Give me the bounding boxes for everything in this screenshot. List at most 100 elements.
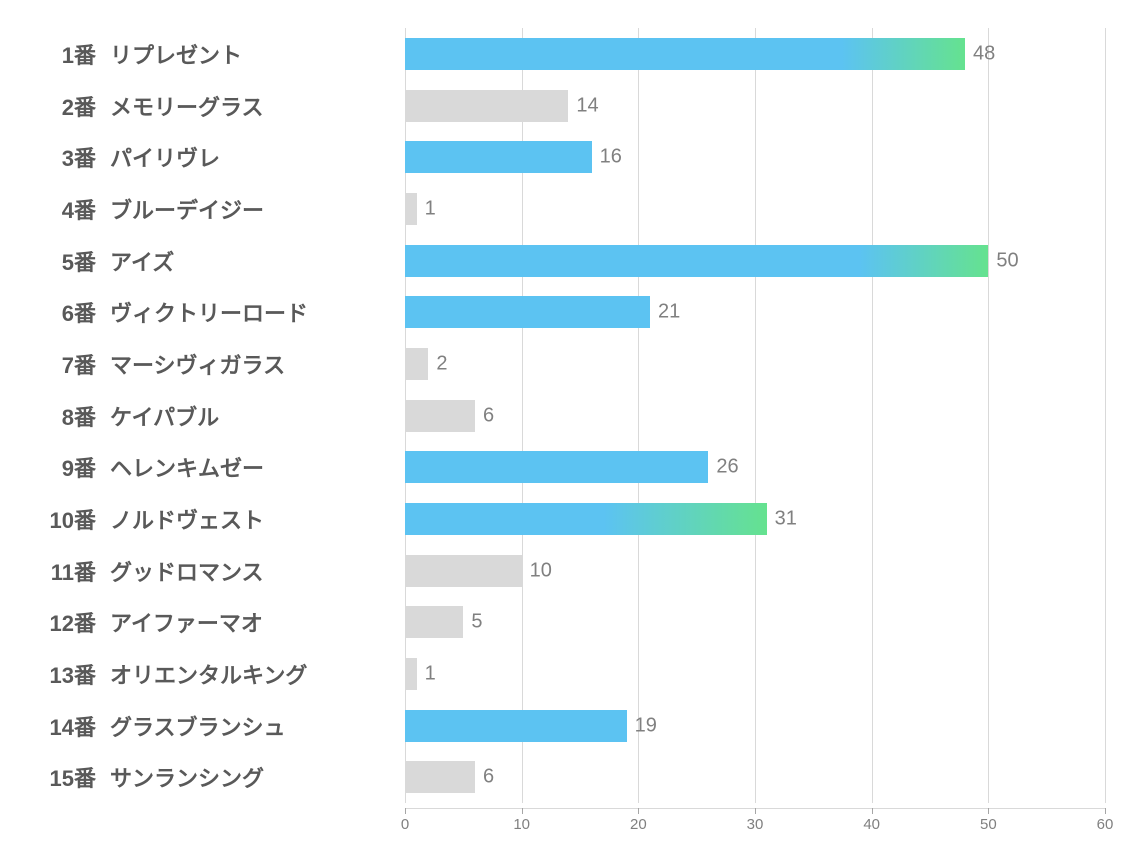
bar-value-label: 48 bbox=[973, 42, 995, 65]
row-label: 2番メモリーグラス bbox=[40, 90, 385, 122]
bar-wrap: 14 bbox=[405, 80, 1105, 132]
row-label: 15番サンランシング bbox=[40, 761, 385, 793]
bar: 21 bbox=[405, 296, 650, 328]
bar-value-label: 10 bbox=[530, 559, 552, 582]
chart-row: 11番グッドロマンス 10 bbox=[0, 545, 1134, 597]
row-name: ケイパブル bbox=[110, 400, 385, 432]
x-axis: 0102030405060 bbox=[405, 808, 1105, 838]
row-name: オリエンタルキング bbox=[110, 658, 385, 690]
row-number: 4番 bbox=[40, 193, 110, 225]
x-tick bbox=[638, 808, 639, 814]
bar: 48 bbox=[405, 38, 965, 70]
bar-wrap: 31 bbox=[405, 493, 1105, 545]
chart-row: 10番ノルドヴェスト 31 bbox=[0, 493, 1134, 545]
row-name: ノルドヴェスト bbox=[110, 503, 385, 535]
bar-wrap: 50 bbox=[405, 235, 1105, 287]
row-number: 7番 bbox=[40, 348, 110, 380]
bar: 50 bbox=[405, 245, 988, 277]
bar-value-label: 31 bbox=[775, 507, 797, 530]
bar-value-label: 6 bbox=[483, 766, 494, 789]
row-label: 11番グッドロマンス bbox=[40, 555, 385, 587]
chart-row: 7番マーシヴィガラス 2 bbox=[0, 338, 1134, 390]
row-label: 9番ヘレンキムゼー bbox=[40, 451, 385, 483]
row-number: 3番 bbox=[40, 141, 110, 173]
row-label: 6番ヴィクトリーロード bbox=[40, 296, 385, 328]
row-label: 14番グラスブランシュ bbox=[40, 710, 385, 742]
bar-value-label: 21 bbox=[658, 301, 680, 324]
x-tick-label: 50 bbox=[980, 816, 997, 833]
row-number: 10番 bbox=[40, 503, 110, 535]
row-number: 2番 bbox=[40, 90, 110, 122]
bar: 2 bbox=[405, 348, 428, 380]
x-tick bbox=[522, 808, 523, 814]
bar-wrap: 26 bbox=[405, 441, 1105, 493]
bar-wrap: 1 bbox=[405, 648, 1105, 700]
bar: 14 bbox=[405, 90, 568, 122]
bar: 10 bbox=[405, 555, 522, 587]
x-tick-label: 20 bbox=[630, 816, 647, 833]
bar-value-label: 6 bbox=[483, 404, 494, 427]
x-tick bbox=[755, 808, 756, 814]
row-name: グラスブランシュ bbox=[110, 710, 385, 742]
x-tick-label: 60 bbox=[1097, 816, 1114, 833]
bar-value-label: 2 bbox=[436, 352, 447, 375]
row-name: メモリーグラス bbox=[110, 90, 385, 122]
row-name: マーシヴィガラス bbox=[110, 348, 385, 380]
bar-value-label: 26 bbox=[716, 456, 738, 479]
row-label: 13番オリエンタルキング bbox=[40, 658, 385, 690]
bar: 1 bbox=[405, 193, 417, 225]
row-name: サンランシング bbox=[110, 761, 385, 793]
row-name: パイリヴレ bbox=[110, 141, 385, 173]
row-name: アイファーマオ bbox=[110, 606, 385, 638]
chart-row: 8番ケイパブル 6 bbox=[0, 390, 1134, 442]
bar: 1 bbox=[405, 658, 417, 690]
row-name: ブルーデイジー bbox=[110, 193, 385, 225]
chart-row: 13番オリエンタルキング 1 bbox=[0, 648, 1134, 700]
row-name: リプレゼント bbox=[110, 38, 385, 70]
row-label: 8番ケイパブル bbox=[40, 400, 385, 432]
chart-row: 12番アイファーマオ 5 bbox=[0, 596, 1134, 648]
x-tick bbox=[872, 808, 873, 814]
x-tick-label: 10 bbox=[513, 816, 530, 833]
row-label: 1番リプレゼント bbox=[40, 38, 385, 70]
x-tick bbox=[405, 808, 406, 814]
bar-value-label: 14 bbox=[576, 94, 598, 117]
row-number: 1番 bbox=[40, 38, 110, 70]
row-label: 4番ブルーデイジー bbox=[40, 193, 385, 225]
bar-value-label: 50 bbox=[996, 249, 1018, 272]
bar-wrap: 16 bbox=[405, 131, 1105, 183]
row-number: 11番 bbox=[40, 555, 110, 587]
bar-wrap: 10 bbox=[405, 545, 1105, 597]
chart-row: 9番ヘレンキムゼー 26 bbox=[0, 441, 1134, 493]
bar-value-label: 1 bbox=[425, 197, 436, 220]
row-number: 13番 bbox=[40, 658, 110, 690]
x-tick bbox=[988, 808, 989, 814]
bar-wrap: 19 bbox=[405, 700, 1105, 752]
row-name: グッドロマンス bbox=[110, 555, 385, 587]
chart-row: 5番アイズ50 bbox=[0, 235, 1134, 287]
row-number: 12番 bbox=[40, 606, 110, 638]
row-number: 8番 bbox=[40, 400, 110, 432]
bar-wrap: 6 bbox=[405, 390, 1105, 442]
x-tick-label: 30 bbox=[747, 816, 764, 833]
chart-row: 15番サンランシング 6 bbox=[0, 751, 1134, 803]
x-tick bbox=[1105, 808, 1106, 814]
bar-wrap: 5 bbox=[405, 596, 1105, 648]
bar-wrap: 48 bbox=[405, 28, 1105, 80]
x-tick-label: 40 bbox=[863, 816, 880, 833]
bar-value-label: 19 bbox=[635, 714, 657, 737]
bar: 6 bbox=[405, 400, 475, 432]
bar-value-label: 16 bbox=[600, 146, 622, 169]
row-label: 3番パイリヴレ bbox=[40, 141, 385, 173]
bar: 26 bbox=[405, 451, 708, 483]
row-label: 7番マーシヴィガラス bbox=[40, 348, 385, 380]
x-tick-label: 0 bbox=[401, 816, 409, 833]
chart-row: 3番パイリヴレ 16 bbox=[0, 131, 1134, 183]
row-number: 14番 bbox=[40, 710, 110, 742]
bar: 31 bbox=[405, 503, 767, 535]
row-number: 6番 bbox=[40, 296, 110, 328]
bar-wrap: 1 bbox=[405, 183, 1105, 235]
chart-row: 2番メモリーグラス 14 bbox=[0, 80, 1134, 132]
bar-chart: 1番リプレゼント482番メモリーグラス143番パイリヴレ164番ブルーデイジー1… bbox=[0, 0, 1134, 850]
bar: 19 bbox=[405, 710, 627, 742]
